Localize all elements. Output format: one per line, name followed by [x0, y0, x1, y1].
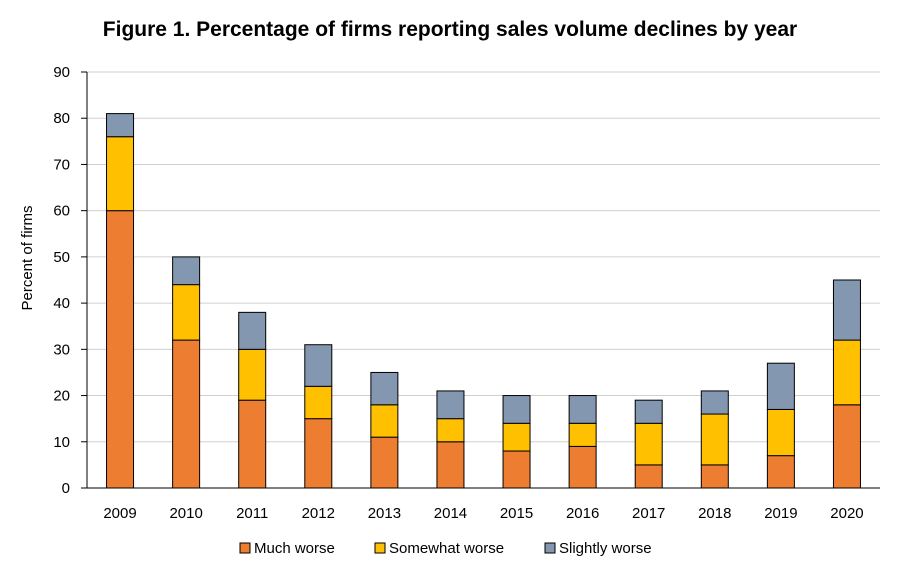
bar-segment-much-worse: [832, 404, 861, 489]
legend-swatch-slightly-worse: [544, 542, 556, 554]
bar-segment-much-worse: [370, 436, 399, 489]
bar-segment-slightly-worse: [304, 344, 333, 387]
bar-segment-much-worse: [568, 445, 597, 489]
bar-segment-somewhat-worse: [436, 418, 465, 443]
y-tick-label: 60: [53, 203, 70, 220]
x-tick-label: 2009: [103, 505, 136, 522]
legend: Much worse Somewhat worse Slightly worse: [239, 540, 652, 557]
bar-segment-slightly-worse: [502, 395, 531, 424]
bar-segment-slightly-worse: [634, 399, 663, 424]
bar-segment-slightly-worse: [172, 256, 201, 286]
x-tick-label: 2011: [236, 505, 268, 522]
bar-segment-somewhat-worse: [634, 422, 663, 466]
bar-segment-much-worse: [700, 464, 729, 489]
bar-segment-somewhat-worse: [106, 136, 135, 212]
x-tick-label: 2016: [566, 505, 599, 522]
bar-segment-slightly-worse: [700, 390, 729, 415]
y-tick-label: 50: [53, 249, 70, 266]
legend-label: Much worse: [254, 540, 335, 557]
chart-title: Figure 1. Percentage of firms reporting …: [103, 18, 797, 41]
bar-segment-slightly-worse: [106, 113, 135, 138]
bar-segment-much-worse: [436, 441, 465, 489]
y-tick-label: 70: [53, 156, 70, 173]
x-tick-label: 2018: [698, 505, 731, 522]
x-tick-label: 2019: [764, 505, 797, 522]
bar-segment-slightly-worse: [832, 279, 861, 341]
bars: [106, 113, 861, 489]
bar-segment-much-worse: [502, 450, 531, 489]
x-tick-label: 2012: [302, 505, 335, 522]
bar-segment-slightly-worse: [436, 390, 465, 420]
legend-label: Slightly worse: [559, 540, 652, 557]
x-tick-label: 2020: [830, 505, 863, 522]
bar-segment-somewhat-worse: [766, 408, 795, 457]
bar-segment-slightly-worse: [238, 311, 267, 350]
bar-segment-much-worse: [106, 210, 135, 489]
bar-segment-slightly-worse: [370, 371, 399, 406]
y-tick-label: 30: [53, 341, 70, 358]
bar-segment-somewhat-worse: [832, 339, 861, 406]
bar-segment-much-worse: [172, 339, 201, 489]
gridlines: [87, 71, 880, 443]
bar-segment-much-worse: [238, 399, 267, 489]
x-tick-label: 2010: [169, 505, 202, 522]
bar-segment-somewhat-worse: [502, 422, 531, 452]
y-tick-label: 0: [62, 480, 70, 497]
bar-segment-much-worse: [634, 464, 663, 489]
bar-segment-somewhat-worse: [370, 404, 399, 438]
bar-segment-somewhat-worse: [700, 413, 729, 466]
bar-segment-much-worse: [766, 455, 795, 489]
y-tick-label: 10: [53, 434, 70, 451]
bar-segment-somewhat-worse: [568, 422, 597, 447]
bar-segment-somewhat-worse: [172, 284, 201, 341]
x-tick-label: 2014: [434, 505, 467, 522]
tick-labels: 0 10 20 30 40 50 60 70 80 90 2009 2010 2011 2012 2013 2…: [53, 64, 863, 522]
y-tick-label: 80: [53, 110, 70, 127]
x-tick-label: 2015: [500, 505, 533, 522]
bar-segment-somewhat-worse: [304, 385, 333, 420]
axes: [81, 71, 880, 489]
y-tick-label: 40: [53, 295, 70, 312]
y-axis-label: Percent of firms: [19, 205, 36, 310]
bar-segment-somewhat-worse: [238, 348, 267, 401]
y-tick-label: 90: [53, 64, 70, 81]
bar-segment-slightly-worse: [568, 395, 597, 424]
x-tick-label: 2017: [632, 505, 665, 522]
legend-swatch-much-worse: [239, 542, 251, 554]
legend-swatch-somewhat-worse: [374, 542, 386, 554]
bar-segment-much-worse: [304, 418, 333, 489]
bar-segment-slightly-worse: [766, 362, 795, 410]
legend-label: Somewhat worse: [389, 540, 504, 557]
x-tick-label: 2013: [368, 505, 401, 522]
y-tick-label: 20: [53, 388, 70, 405]
